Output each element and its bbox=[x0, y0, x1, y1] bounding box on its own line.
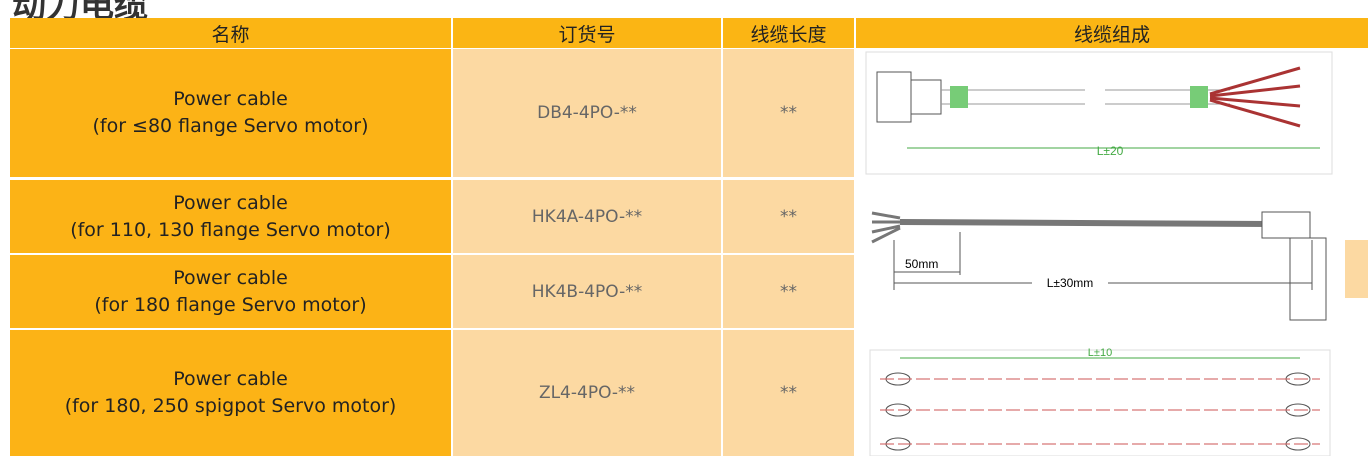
cable-length: ** bbox=[780, 281, 797, 302]
cable-length: ** bbox=[780, 103, 797, 123]
header-cell: 名称 bbox=[10, 18, 451, 48]
dimension-label: L±30mm bbox=[1047, 276, 1094, 290]
name-line: Power cable bbox=[173, 191, 288, 214]
name-line: Power cable bbox=[173, 368, 288, 390]
header-cell: 线缆组成 bbox=[856, 18, 1368, 48]
order-cell: HK4B-4PO-** bbox=[453, 255, 721, 328]
header-text: 订货号 bbox=[558, 23, 616, 46]
length-cell: ** bbox=[723, 330, 854, 456]
header-text: 名称 bbox=[211, 23, 250, 46]
cable-drawing-3: L±10 bbox=[869, 347, 1331, 456]
name-line: (for 180 flange Servo motor) bbox=[94, 293, 367, 316]
order-cell: HK4A-4PO-** bbox=[453, 180, 721, 253]
cable-drawing-2: 50mm L±30mm bbox=[871, 211, 1368, 321]
order-number: HK4A-4PO-** bbox=[531, 206, 643, 227]
name-line: (for 180, 250 spigpot Servo motor) bbox=[64, 395, 397, 417]
cable-length: ** bbox=[780, 383, 797, 403]
dimension-label: L±10 bbox=[1088, 347, 1112, 359]
name-cell: Power cable (for 180, 250 spigpot Servo m… bbox=[10, 330, 451, 456]
length-cell: ** bbox=[723, 180, 854, 253]
cable-drawing-1: L±20 bbox=[865, 51, 1333, 175]
name-cell: Power cable (for 110, 130 flange Servo mo… bbox=[10, 180, 451, 253]
name-line: Power cable bbox=[173, 266, 288, 289]
cable-length: ** bbox=[780, 206, 797, 227]
length-cell: ** bbox=[723, 255, 854, 328]
order-cell: ZL4-4PO-** bbox=[453, 330, 721, 456]
order-number: ZL4-4PO-** bbox=[538, 383, 636, 403]
order-cell: DB4-4PO-** bbox=[453, 49, 721, 177]
order-number: DB4-4PO-** bbox=[537, 103, 637, 123]
name-line: (for 110, 130 flange Servo motor) bbox=[70, 218, 391, 241]
header-text: 线缆长度 bbox=[750, 23, 827, 46]
header-text: 线缆组成 bbox=[1073, 23, 1150, 46]
dimension-label: L±20 bbox=[1097, 144, 1124, 158]
name-line: (for ≤80 flange Servo motor) bbox=[92, 115, 369, 137]
dimension-label: 50mm bbox=[905, 257, 938, 271]
name-line: Power cable bbox=[173, 88, 288, 110]
length-cell: ** bbox=[723, 49, 854, 177]
header-cell: 订货号 bbox=[453, 18, 721, 48]
header-cell: 线缆长度 bbox=[723, 18, 854, 48]
order-number: HK4B-4PO-** bbox=[531, 281, 643, 302]
name-cell: Power cable (for ≤80 flange Servo motor) bbox=[10, 49, 451, 177]
name-cell: Power cable (for 180 flange Servo motor) bbox=[10, 255, 451, 328]
